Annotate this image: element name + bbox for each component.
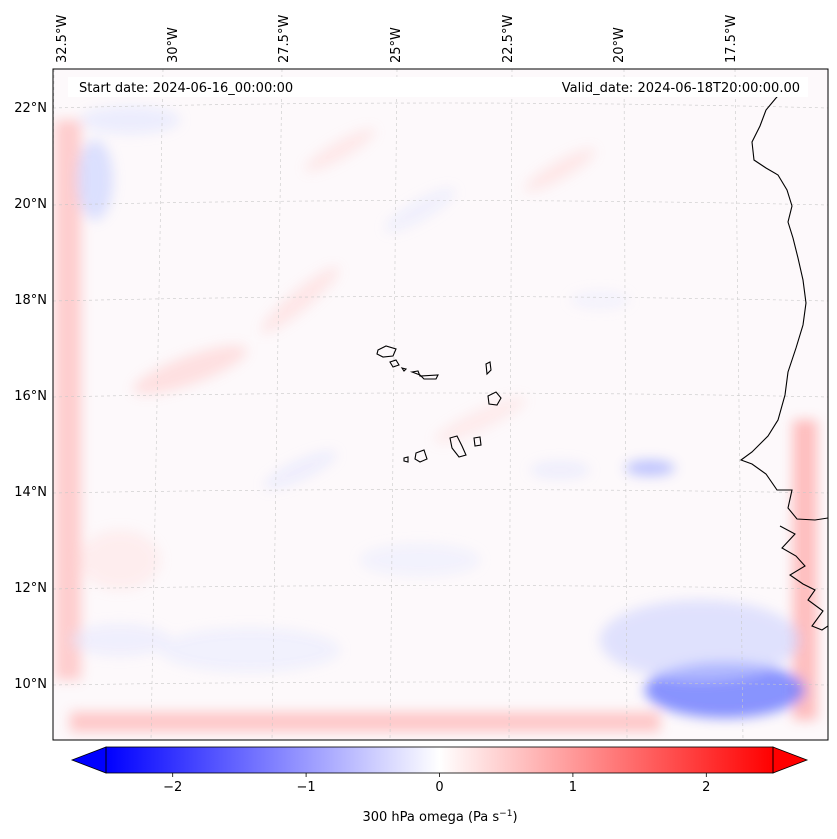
lon-label-27-5w: 27.5°W [277, 15, 292, 63]
colorbar-label: 300 hPa omega (Pa s−1) [362, 809, 517, 825]
colorbar-tick-label: −2 [163, 780, 182, 795]
longitude-labels: 32.5°W 30°W 27.5°W 25°W 22.5°W 20°W 17.5… [55, 15, 739, 63]
lat-label-16n: 16°N [14, 389, 47, 404]
omega-field [55, 106, 817, 732]
island-boa-vista [487, 391, 502, 406]
colorbar-tick-label: −1 [297, 780, 316, 795]
island-maio [473, 436, 482, 447]
lat-label-10n: 10°N [14, 677, 47, 692]
colorbar-ticks: −2 −1 0 1 2 [163, 773, 710, 795]
colorbar-min-extend [70, 746, 107, 774]
colorbar-gradient [106, 747, 773, 773]
lon-label-30w: 30°W [166, 27, 181, 63]
island-santo-antao [376, 345, 397, 358]
lon-label-25w: 25°W [389, 27, 404, 63]
lat-label-22n: 22°N [14, 101, 47, 116]
latitude-labels: 22°N 20°N 18°N 16°N 14°N 12°N 10°N [14, 101, 47, 692]
island-sao-nicolau [409, 370, 439, 380]
valid-date-label: Valid_date: 2024-06-18T20:00:00.00 [562, 81, 800, 96]
start-date-label: Start date: 2024-06-16_00:00:00 [79, 81, 293, 96]
lon-label-17-5w: 17.5°W [724, 15, 739, 63]
map-panel: Start date: 2024-06-16_00:00:00 Valid_da… [52, 68, 829, 741]
coastlines [376, 86, 828, 631]
africa-coastline [739, 86, 828, 631]
colorbar-tick-label: 2 [702, 780, 710, 795]
island-santa-luzia [400, 367, 408, 372]
lon-label-32-5w: 32.5°W [55, 15, 70, 63]
lat-label-12n: 12°N [14, 581, 47, 596]
lon-label-22-5w: 22.5°W [501, 15, 516, 63]
lat-label-18n: 18°N [14, 293, 47, 308]
island-fogo [414, 449, 428, 463]
lat-label-20n: 20°N [14, 197, 47, 212]
gridlines [53, 69, 828, 740]
map-frame [52, 68, 829, 741]
island-brava [403, 456, 409, 463]
lat-label-14n: 14°N [14, 485, 47, 500]
island-sao-vicente [389, 359, 400, 368]
colorbar: −2 −1 0 1 2 300 hPa omega (Pa s−1) [70, 746, 809, 825]
island-sal [485, 361, 492, 376]
colorbar-max-extend [772, 746, 809, 774]
lon-label-20w: 20°W [612, 27, 627, 63]
colorbar-tick-label: 0 [435, 780, 443, 795]
date-annotation-box [68, 77, 808, 97]
island-santiago [449, 435, 467, 458]
colorbar-tick-label: 1 [569, 780, 577, 795]
